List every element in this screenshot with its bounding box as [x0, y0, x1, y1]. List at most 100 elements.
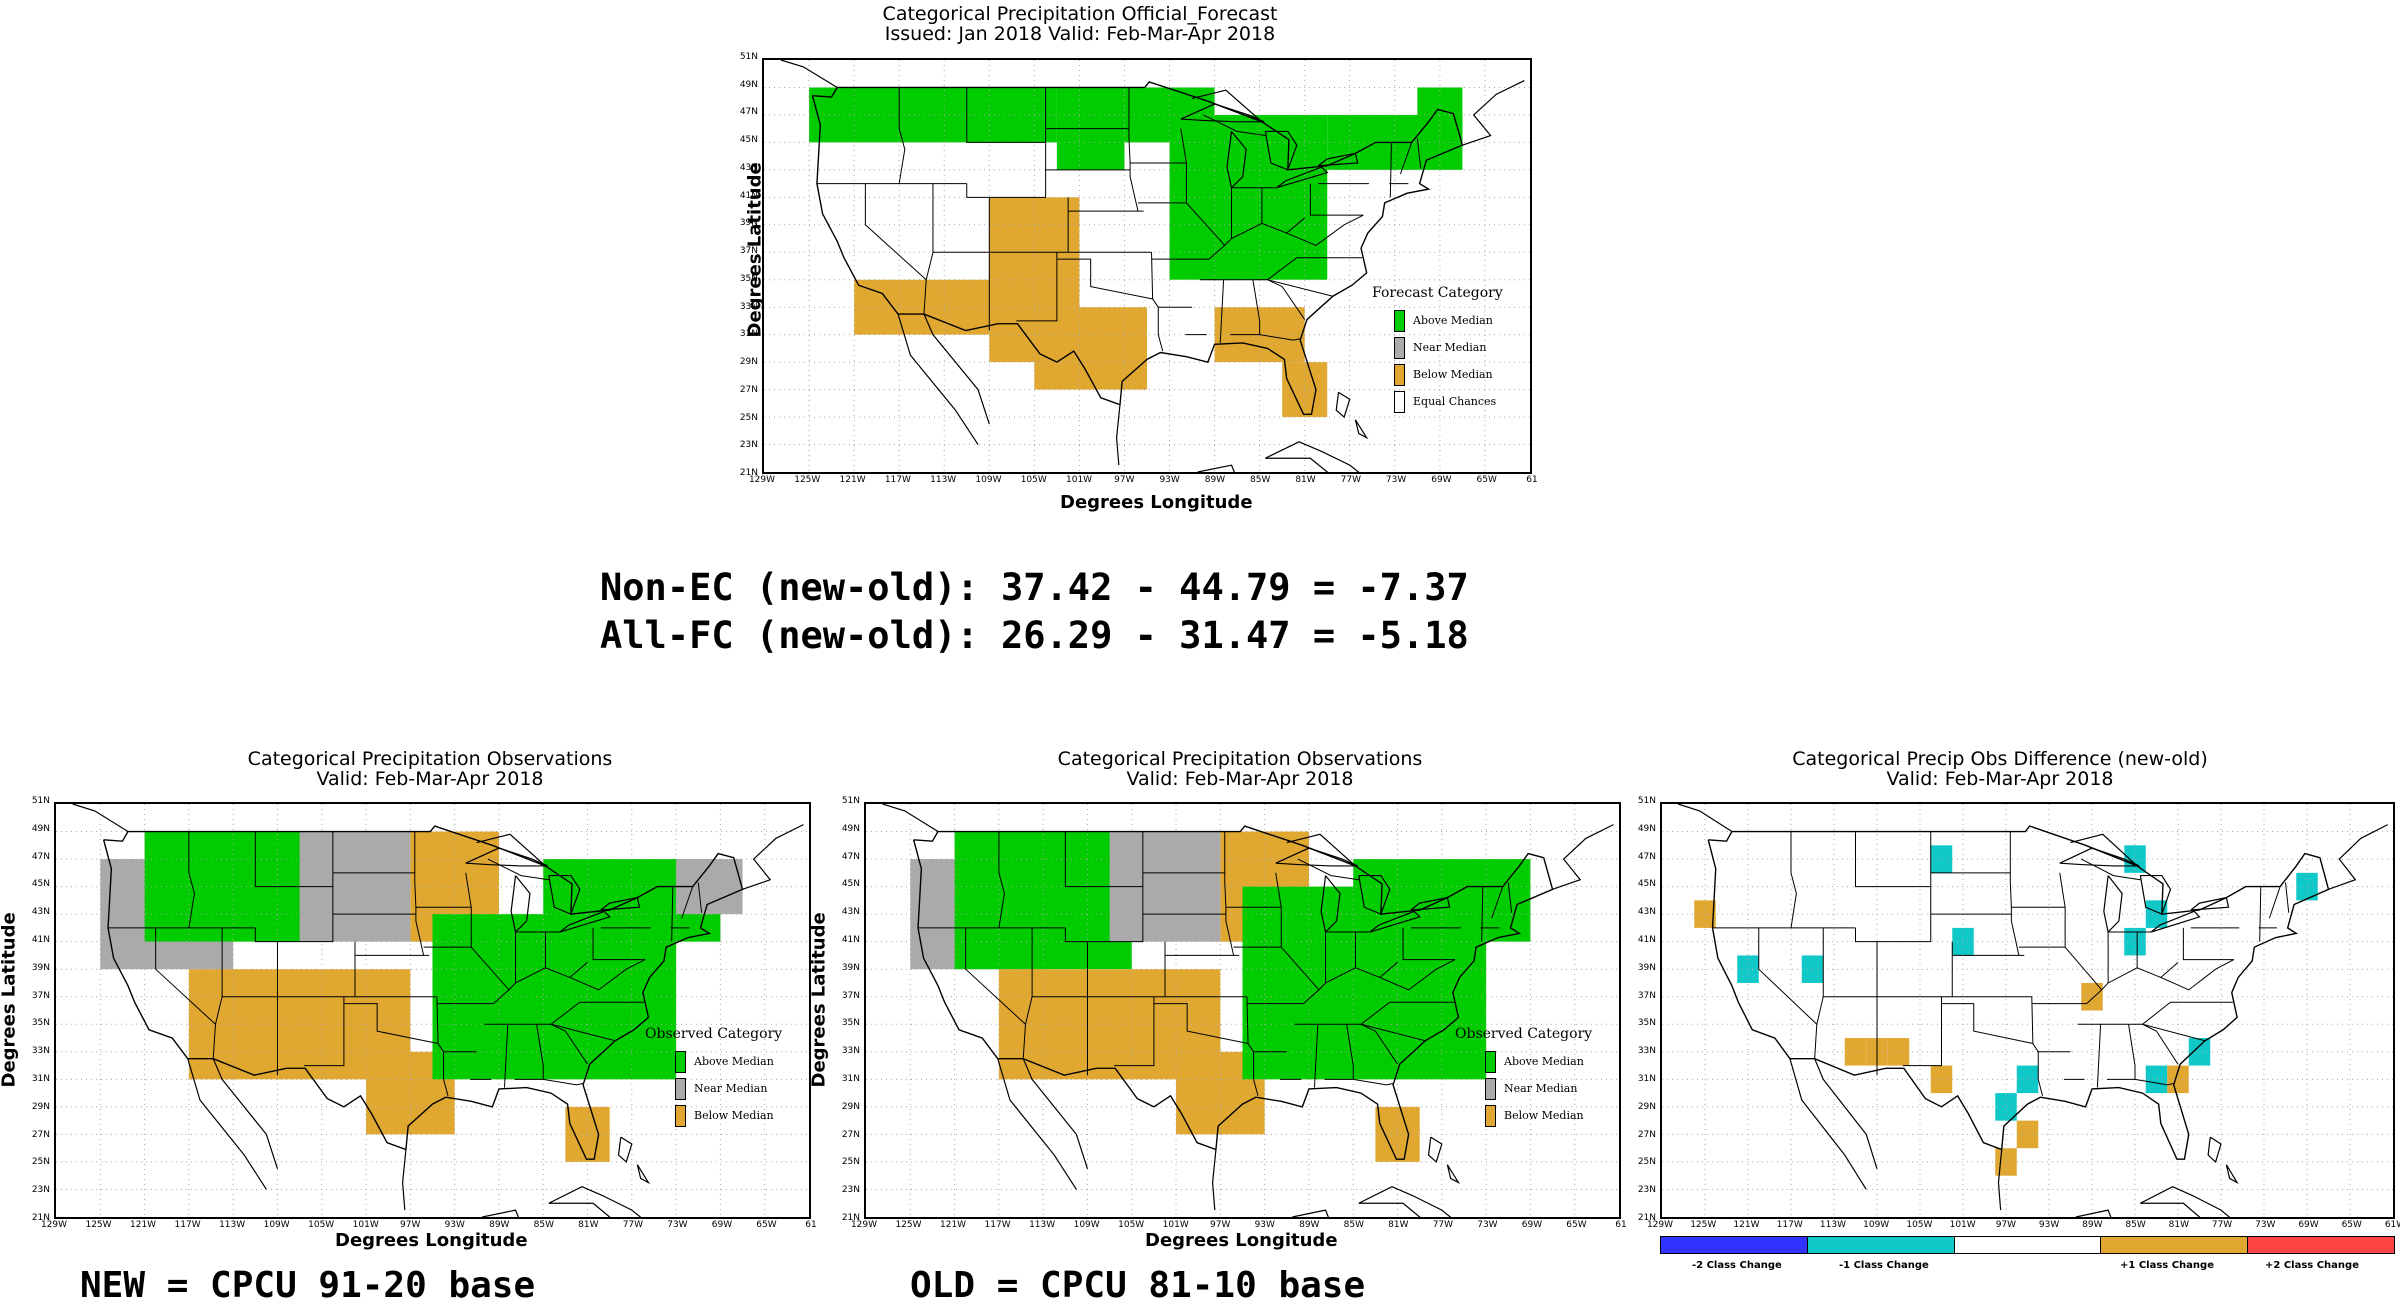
forecast-state-border — [1056, 258, 1153, 300]
obs-old-great-lake — [1410, 896, 1451, 911]
lat-tick-label: 23N — [31, 1185, 50, 1196]
obs-old-state-border — [1313, 1024, 1319, 1088]
lon-tick-label: 93W — [1159, 475, 1180, 485]
obs-new-legend-title: Observed Category — [645, 1026, 783, 1042]
lat-tick-label: 21N — [1637, 1213, 1656, 1223]
lon-tick-label: 81W — [1388, 1220, 1409, 1230]
lat-tick-label: 51N — [841, 796, 860, 806]
obs-diff-state-border — [2182, 927, 2234, 961]
obs-old-island — [1446, 1164, 1461, 1185]
lon-tick-label: 93W — [2038, 1220, 2060, 1230]
lon-tick-label: 113W — [1029, 1220, 1056, 1230]
lon-tick-label: 105W — [1906, 1220, 1933, 1230]
obs-new-xlabel: Degrees Longitude — [335, 1230, 528, 1251]
lat-tick-label: 37N — [739, 246, 758, 257]
legend-above-swatch — [675, 1050, 686, 1073]
lat-tick-label: 33N — [31, 1046, 50, 1057]
lon-tick-label: 77W — [1432, 1220, 1454, 1230]
forecast-state-border — [1230, 279, 1261, 336]
colorbar-label-plus1: +1 Class Change — [2120, 1260, 2214, 1271]
lat-tick-label: 39N — [841, 962, 860, 973]
lon-tick-label: 129W — [850, 1220, 878, 1230]
lat-tick-label: 49N — [31, 823, 50, 834]
lon-tick-label: 73W — [1385, 475, 1407, 485]
obs-old-state-border — [1303, 961, 1398, 1004]
obs-new-caption: NEW = CPCU 91-20 base — [80, 1265, 536, 1306]
obs-new-island — [548, 1186, 642, 1217]
score-all-fc: All-FC (new-old): 26.29 - 31.47 = -5.18 — [600, 614, 1469, 657]
obs-old-great-lake — [1358, 874, 1391, 915]
lon-tick-label: 81W — [1295, 475, 1316, 485]
lat-tick-label: 21N — [739, 468, 758, 478]
lon-tick-label: 97W — [1210, 1220, 1231, 1230]
obs-diff-state-border — [1814, 927, 1824, 1059]
obs-diff-island — [2225, 1164, 2239, 1185]
obs-diff-state-border — [2259, 886, 2262, 942]
obs-diff-canada-coast — [2328, 824, 2388, 890]
obs-diff-state-border — [2096, 1024, 2102, 1088]
lon-tick-label: 89W — [489, 1220, 510, 1230]
forecast-state-border — [1389, 142, 1392, 198]
lat-tick-label: 27N — [31, 1129, 50, 1140]
colorbar-label-minus2: -2 Class Change — [1692, 1260, 1782, 1271]
forecast-canada-coast — [1462, 80, 1525, 146]
lon-tick-label: 129W — [40, 1220, 68, 1230]
obs-new-us-outline — [102, 825, 744, 1160]
lon-tick-label: 117W — [884, 475, 911, 485]
obs-old-state-border — [1280, 946, 1320, 991]
legend-below-label: Below Median — [1504, 1109, 1584, 1122]
lon-tick-label: 121W — [130, 1220, 157, 1230]
legend-below-label: Below Median — [694, 1109, 774, 1122]
obs-old-island — [1358, 1186, 1452, 1217]
obs-old-state-border — [1022, 927, 1033, 1059]
obs-old-panel: Categorical Precipitation Observations V… — [809, 740, 1627, 1306]
lon-tick-label: 85W — [1250, 475, 1271, 485]
forecast-state-border — [1286, 214, 1364, 246]
obs-diff-state-border — [1855, 831, 1932, 943]
forecast-island — [1335, 391, 1351, 419]
obs-diff-state-border — [2018, 872, 2066, 948]
legend-below-swatch — [1485, 1104, 1496, 1127]
obs-old-state-border — [1233, 872, 1282, 948]
lon-tick-label: 109W — [975, 475, 1002, 485]
lon-tick-label: 113W — [219, 1220, 246, 1230]
lat-tick-label: 47N — [841, 851, 860, 862]
lat-tick-label: 39N — [31, 962, 50, 973]
lon-tick-label: 61W — [2384, 1220, 2400, 1230]
forecast-subtitle: Issued: Jan 2018 Valid: Feb-Mar-Apr 2018 — [884, 23, 1276, 45]
obs-new-state-border — [550, 1023, 588, 1065]
obs-new-island — [636, 1164, 651, 1185]
obs-new-great-lake — [465, 847, 548, 867]
obs-diff-state-border — [2142, 1023, 2179, 1065]
colorbar-minus2 — [1661, 1237, 1808, 1253]
colorbar-zero — [1955, 1237, 2101, 1253]
lon-tick-label: 65W — [1566, 1220, 1587, 1230]
lat-tick-label: 41N — [739, 190, 758, 201]
obs-new-state-border — [212, 927, 223, 1059]
obs-diff-mexico-coast — [2075, 1209, 2112, 1217]
obs-old-state-border — [1153, 1003, 1249, 1045]
obs-diff-mexico-coast — [1789, 1058, 1867, 1190]
lat-tick-label: 45N — [739, 135, 758, 146]
lon-tick-label: 101W — [352, 1220, 379, 1230]
forecast-legend-title: Forecast Category — [1372, 285, 1503, 301]
lon-tick-label: 69W — [711, 1220, 733, 1230]
obs-old-island — [1427, 1136, 1443, 1164]
lon-tick-label: 77W — [1340, 475, 1361, 485]
obs-old-great-lake — [1320, 875, 1341, 934]
obs-new-state-border — [592, 927, 646, 961]
lon-tick-label: 65W — [2341, 1220, 2362, 1230]
obs-diff-cell-12 — [1995, 1148, 2017, 1176]
lon-tick-label: 89W — [1299, 1220, 1320, 1230]
forecast-canada-coast — [780, 60, 838, 88]
lon-tick-label: 105W — [308, 1220, 335, 1230]
obs-old-us-outline — [912, 825, 1554, 1160]
obs-diff-great-lake — [2103, 875, 2123, 934]
colorbar-label-minus1: -1 Class Change — [1839, 1260, 1929, 1271]
lat-tick-label: 45N — [841, 879, 860, 890]
obs-new-state-border — [697, 882, 703, 913]
obs-old-canada-coast — [1552, 824, 1614, 890]
legend-near-label: Near Median — [1413, 341, 1487, 354]
lat-tick-label: 25N — [31, 1157, 50, 1168]
lat-tick-label: 35N — [739, 273, 758, 284]
